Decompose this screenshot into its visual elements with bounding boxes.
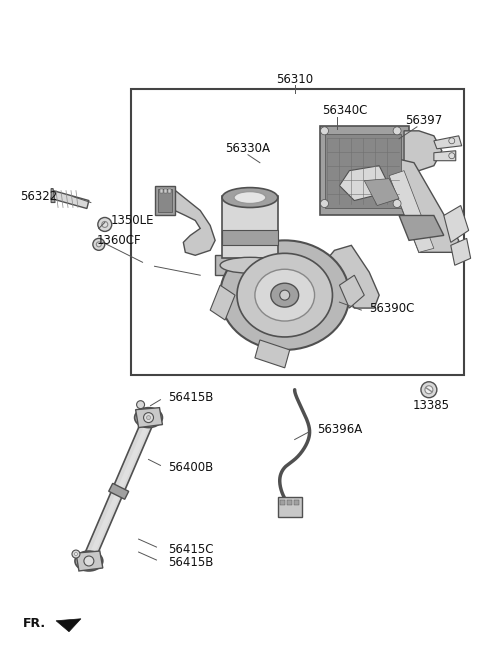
Ellipse shape <box>280 290 290 300</box>
Ellipse shape <box>220 240 349 350</box>
Text: FR.: FR. <box>23 617 47 630</box>
Ellipse shape <box>255 269 314 321</box>
Ellipse shape <box>146 416 151 420</box>
Text: 56322: 56322 <box>21 190 58 203</box>
Polygon shape <box>399 215 444 240</box>
Text: 13385: 13385 <box>412 399 449 412</box>
Ellipse shape <box>137 401 144 409</box>
Text: 1360CF: 1360CF <box>97 234 142 247</box>
Polygon shape <box>51 188 55 203</box>
Text: 56415B: 56415B <box>168 556 214 569</box>
Bar <box>280 501 285 505</box>
Text: 1350LE: 1350LE <box>111 214 154 227</box>
Polygon shape <box>434 136 462 149</box>
Bar <box>287 501 292 505</box>
Text: 56390C: 56390C <box>369 302 415 315</box>
Ellipse shape <box>102 222 108 228</box>
Bar <box>294 501 299 505</box>
Ellipse shape <box>98 218 112 232</box>
Polygon shape <box>222 230 278 245</box>
Polygon shape <box>255 340 290 368</box>
Polygon shape <box>215 255 285 276</box>
Polygon shape <box>364 178 399 205</box>
Polygon shape <box>51 191 89 209</box>
Polygon shape <box>339 276 364 308</box>
Ellipse shape <box>449 138 455 144</box>
Text: 56340C: 56340C <box>322 104 367 117</box>
Ellipse shape <box>321 199 328 207</box>
Polygon shape <box>136 407 162 428</box>
Ellipse shape <box>237 253 333 337</box>
Polygon shape <box>389 171 434 253</box>
Ellipse shape <box>134 407 162 428</box>
Ellipse shape <box>96 242 101 247</box>
Polygon shape <box>164 191 215 255</box>
Polygon shape <box>324 245 379 308</box>
Ellipse shape <box>271 283 299 307</box>
Text: 56400B: 56400B <box>168 461 214 474</box>
Ellipse shape <box>449 153 455 159</box>
Polygon shape <box>444 205 468 242</box>
Polygon shape <box>210 285 235 320</box>
Polygon shape <box>339 166 389 201</box>
Polygon shape <box>160 188 164 193</box>
Ellipse shape <box>393 199 401 207</box>
Ellipse shape <box>321 127 328 135</box>
Text: 56396A: 56396A <box>318 423 363 436</box>
Polygon shape <box>451 238 471 265</box>
Ellipse shape <box>234 192 266 203</box>
Polygon shape <box>278 497 301 517</box>
Polygon shape <box>165 188 168 193</box>
Polygon shape <box>56 619 81 632</box>
Ellipse shape <box>220 257 280 274</box>
Polygon shape <box>320 126 409 215</box>
Ellipse shape <box>93 238 105 251</box>
Ellipse shape <box>222 188 278 207</box>
Ellipse shape <box>72 550 80 558</box>
Polygon shape <box>87 419 152 560</box>
Ellipse shape <box>425 386 433 394</box>
Ellipse shape <box>144 413 154 422</box>
Text: 56415C: 56415C <box>168 543 214 556</box>
Polygon shape <box>168 188 171 193</box>
Polygon shape <box>84 417 154 562</box>
Polygon shape <box>222 195 278 258</box>
Polygon shape <box>158 188 172 213</box>
Text: 56397: 56397 <box>405 114 443 127</box>
Polygon shape <box>156 186 175 215</box>
Ellipse shape <box>74 552 77 556</box>
Ellipse shape <box>393 127 401 135</box>
Polygon shape <box>324 134 401 207</box>
Ellipse shape <box>75 551 103 571</box>
Text: 56330A: 56330A <box>226 142 270 155</box>
Polygon shape <box>384 155 459 253</box>
Bar <box>131 89 464 375</box>
Ellipse shape <box>84 556 94 566</box>
Polygon shape <box>76 551 103 571</box>
Polygon shape <box>404 131 442 171</box>
Polygon shape <box>434 151 456 161</box>
Text: 56310: 56310 <box>276 73 313 85</box>
Ellipse shape <box>421 382 437 398</box>
Polygon shape <box>108 483 129 499</box>
Text: 56415B: 56415B <box>168 391 214 404</box>
